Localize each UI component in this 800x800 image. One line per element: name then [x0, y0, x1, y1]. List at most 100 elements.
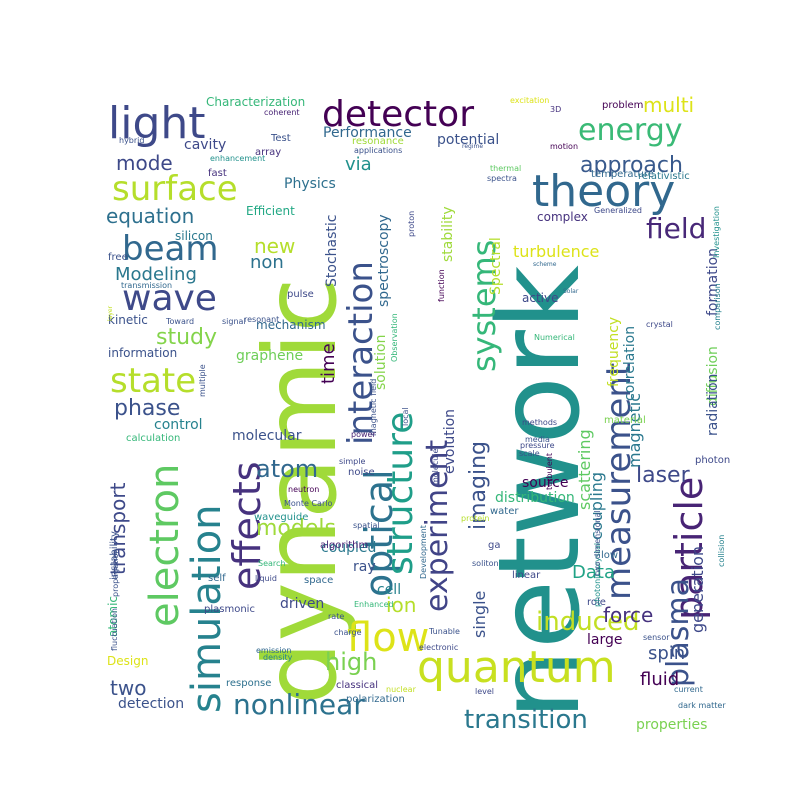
word-enhanced: Enhanced: [354, 600, 394, 609]
word-nuclear: nuclear: [386, 685, 417, 694]
word-spatial: spatial: [353, 521, 380, 530]
word-surface: surface: [112, 169, 238, 209]
word-modeling: Modeling: [115, 264, 197, 285]
word-transmission: transmission: [121, 281, 172, 290]
word-noise: noise: [348, 467, 375, 478]
word-electronic: electronic: [419, 643, 458, 652]
word-source: source: [522, 475, 569, 491]
word-optical: optical: [357, 469, 401, 597]
word-investigation: Investigation: [712, 206, 721, 258]
word-two: two: [110, 676, 146, 700]
word-dark-matter: dark matter: [678, 701, 726, 710]
word-ion: ion: [386, 593, 416, 617]
word-transport: transport: [106, 482, 130, 575]
word-laser: laser: [636, 463, 691, 488]
word-spectroscopy: spectroscopy: [376, 214, 392, 307]
word-propagation: propagation: [111, 549, 120, 597]
word-protein: protein: [461, 514, 489, 523]
word-sensor: sensor: [643, 633, 670, 642]
word-detection: detection: [118, 696, 184, 712]
word-graphene: graphene: [236, 348, 303, 364]
word-generalized: Generalized: [594, 206, 642, 215]
word-methods: methods: [522, 418, 557, 427]
word-detector: detector: [322, 94, 474, 135]
word-solution: solution: [373, 335, 389, 390]
word-resonance: resonance: [352, 136, 404, 147]
word-excitation: excitation: [510, 96, 549, 105]
word-scheme: scheme: [533, 261, 557, 268]
word-cavity: cavity: [184, 137, 226, 153]
word-spectra: spectra: [487, 174, 517, 183]
word-distribution: distribution: [495, 490, 575, 506]
word-large: large: [587, 632, 622, 648]
word-quantum: quantum: [417, 642, 616, 693]
word-relativistic: relativistic: [638, 171, 690, 182]
word-fluid: fluid: [640, 669, 679, 690]
word-spin: spin: [648, 643, 685, 664]
word-evolution: evolution: [442, 409, 458, 474]
word-power: power: [351, 430, 376, 439]
word-temperature: temperature: [591, 169, 654, 180]
word-induced: induced: [536, 607, 639, 637]
word-water: water: [490, 506, 519, 517]
word-3d: 3D: [550, 105, 561, 114]
word-energy: energy: [578, 113, 683, 148]
word-driven: driven: [280, 596, 324, 612]
word-fast: fast: [208, 168, 227, 179]
word-two-dimensional: two dimensional: [593, 510, 602, 576]
word-photonic-crystal: photonic crystal: [593, 543, 602, 607]
word-systems: systems: [465, 240, 503, 372]
word-signal: signal: [222, 317, 246, 326]
word-algorithm: algorithm: [320, 540, 368, 551]
word-spectral: Spectral: [488, 237, 504, 295]
word-light: light: [108, 98, 206, 149]
word-imaging: imaging: [466, 441, 491, 530]
word-toward: Toward: [165, 317, 194, 326]
word-effects: effects: [225, 461, 269, 590]
word-silicon: silicon: [175, 229, 213, 243]
word-pulse: pulse: [287, 289, 314, 300]
word-non: non: [250, 252, 284, 273]
word-regime: regime: [462, 143, 483, 150]
word-magnetic: magnetic: [625, 393, 644, 468]
word-field: field: [646, 212, 706, 245]
word-ray: ray: [353, 559, 376, 575]
word-simple: simple: [339, 457, 365, 466]
word-multi: multi: [643, 93, 694, 117]
word-classical: classical: [336, 680, 378, 691]
word-potential: potential: [437, 132, 499, 148]
word-rate: rate: [328, 612, 344, 621]
word-complex: complex: [537, 210, 588, 224]
word-polarization: polarization: [346, 694, 405, 705]
word-models: models: [256, 516, 336, 541]
word-magnetic-field: magnetic field: [369, 379, 378, 436]
word-search: Search: [258, 559, 285, 568]
word-theory: theory: [532, 166, 675, 217]
word-hybrid: hybrid: [119, 136, 144, 145]
word-instability: instability: [109, 531, 120, 580]
word-formation: formation: [705, 248, 721, 316]
word-generation: generation: [688, 546, 707, 633]
word-numerical: Numerical: [534, 333, 575, 342]
word-media: media: [525, 435, 550, 444]
word-physics: Physics: [284, 176, 336, 192]
word-ga: ga: [488, 540, 500, 551]
word-efficient: Efficient: [246, 204, 295, 218]
word-neutron: neutron: [288, 485, 319, 494]
word-via: via: [345, 154, 372, 175]
word-scale: scale: [519, 449, 540, 458]
word-role: role: [587, 597, 606, 608]
word-test: Test: [270, 133, 291, 144]
word-correlation: correlation: [622, 326, 638, 401]
word-design: Design: [107, 654, 148, 668]
word-low: low: [601, 550, 618, 561]
word-development: Development: [419, 525, 428, 579]
word-network: network: [475, 265, 605, 720]
word-space: space: [304, 575, 333, 586]
word-electron: electron: [142, 464, 188, 627]
word-mode: mode: [116, 151, 173, 175]
word-soliton: soliton: [472, 559, 499, 568]
word-flow: flow: [347, 615, 429, 661]
word-material: material: [604, 415, 646, 426]
